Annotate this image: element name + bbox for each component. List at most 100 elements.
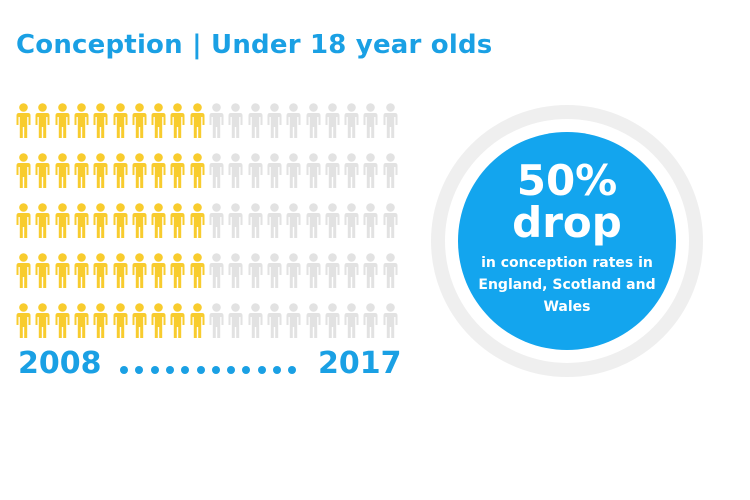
person-icon-empty: [265, 102, 284, 140]
person-icon-filled: [91, 302, 110, 340]
person-icon-filled: [149, 302, 168, 340]
timeline-dots: [120, 366, 310, 378]
person-icon-filled: [91, 252, 110, 290]
person-icon-filled: [130, 202, 149, 240]
person-icon-filled: [149, 252, 168, 290]
person-icon-filled: [130, 102, 149, 140]
person-icon-empty: [361, 152, 380, 190]
person-icon-empty: [246, 302, 265, 340]
person-icon-filled: [149, 202, 168, 240]
person-icon-filled: [188, 302, 207, 340]
person-icon-filled: [72, 202, 91, 240]
person-icon-empty: [361, 302, 380, 340]
person-icon-empty: [342, 302, 361, 340]
person-icon-empty: [342, 152, 361, 190]
person-icon-filled: [33, 202, 52, 240]
person-icon-empty: [304, 202, 323, 240]
person-icon-filled: [130, 302, 149, 340]
person-icon-filled: [168, 252, 187, 290]
person-icon-empty: [323, 102, 342, 140]
person-icon-empty: [361, 102, 380, 140]
stat-circle: [458, 132, 676, 350]
person-icon-empty: [323, 302, 342, 340]
person-icon-filled: [72, 152, 91, 190]
person-icon-empty: [284, 202, 303, 240]
person-icon-filled: [111, 152, 130, 190]
person-icon-empty: [304, 302, 323, 340]
timeline-dot: [227, 366, 236, 374]
person-icon-empty: [207, 202, 226, 240]
person-icon-filled: [72, 102, 91, 140]
person-icon-empty: [361, 202, 380, 240]
pictogram-row: [14, 152, 414, 190]
person-icon-empty: [246, 202, 265, 240]
person-icon-filled: [72, 252, 91, 290]
timeline-dot: [211, 366, 220, 374]
timeline-dot: [242, 366, 251, 374]
timeline-dot: [181, 366, 190, 374]
end-year-label: 2017: [318, 346, 402, 381]
timeline-dot: [150, 366, 159, 374]
person-icon-filled: [188, 102, 207, 140]
person-icon-empty: [226, 202, 245, 240]
pictogram-row: [14, 252, 414, 290]
pictogram-row: [14, 202, 414, 240]
person-icon-filled: [91, 152, 110, 190]
person-icon-filled: [14, 152, 33, 190]
person-icon-empty: [246, 252, 265, 290]
person-icon-filled: [111, 202, 130, 240]
person-icon-filled: [111, 252, 130, 290]
person-icon-filled: [53, 102, 72, 140]
person-icon-filled: [91, 102, 110, 140]
person-icon-empty: [207, 152, 226, 190]
stat-description: in conception rates in England, Scotland…: [478, 255, 656, 315]
person-icon-empty: [207, 102, 226, 140]
person-icon-filled: [168, 202, 187, 240]
person-icon-filled: [149, 102, 168, 140]
person-icon-filled: [33, 152, 52, 190]
person-icon-filled: [130, 252, 149, 290]
person-icon-empty: [361, 252, 380, 290]
stat-percent: 50%: [516, 156, 618, 205]
person-icon-filled: [14, 302, 33, 340]
person-icon-empty: [342, 202, 361, 240]
person-icon-filled: [33, 102, 52, 140]
page-title: Conception | Under 18 year olds: [16, 30, 493, 60]
person-icon-empty: [246, 102, 265, 140]
person-icon-filled: [111, 102, 130, 140]
person-icon-empty: [226, 252, 245, 290]
person-icon-empty: [323, 152, 342, 190]
person-icon-empty: [284, 152, 303, 190]
timeline-dot: [196, 366, 205, 374]
person-icon-empty: [284, 102, 303, 140]
start-year-label: 2008: [18, 346, 102, 381]
person-icon-filled: [188, 152, 207, 190]
person-icon-filled: [168, 152, 187, 190]
person-icon-filled: [149, 152, 168, 190]
person-icon-filled: [53, 202, 72, 240]
person-icon-empty: [342, 102, 361, 140]
person-icon-filled: [53, 302, 72, 340]
person-icon-empty: [381, 102, 400, 140]
person-icon-empty: [265, 302, 284, 340]
timeline-dot: [257, 366, 266, 374]
timeline-dot: [135, 366, 144, 374]
person-icon-empty: [304, 102, 323, 140]
person-icon-filled: [14, 102, 33, 140]
pictogram-row: [14, 102, 414, 140]
stat-word: drop: [512, 198, 622, 247]
pictogram-grid: [14, 102, 414, 342]
person-icon-empty: [342, 252, 361, 290]
person-icon-filled: [168, 302, 187, 340]
person-icon-empty: [381, 302, 400, 340]
person-icon-filled: [168, 102, 187, 140]
person-icon-empty: [284, 302, 303, 340]
person-icon-empty: [304, 252, 323, 290]
person-icon-filled: [14, 202, 33, 240]
person-icon-filled: [130, 152, 149, 190]
person-icon-empty: [381, 202, 400, 240]
person-icon-filled: [91, 202, 110, 240]
timeline-dot: [120, 366, 128, 374]
person-icon-empty: [265, 152, 284, 190]
person-icon-empty: [284, 252, 303, 290]
